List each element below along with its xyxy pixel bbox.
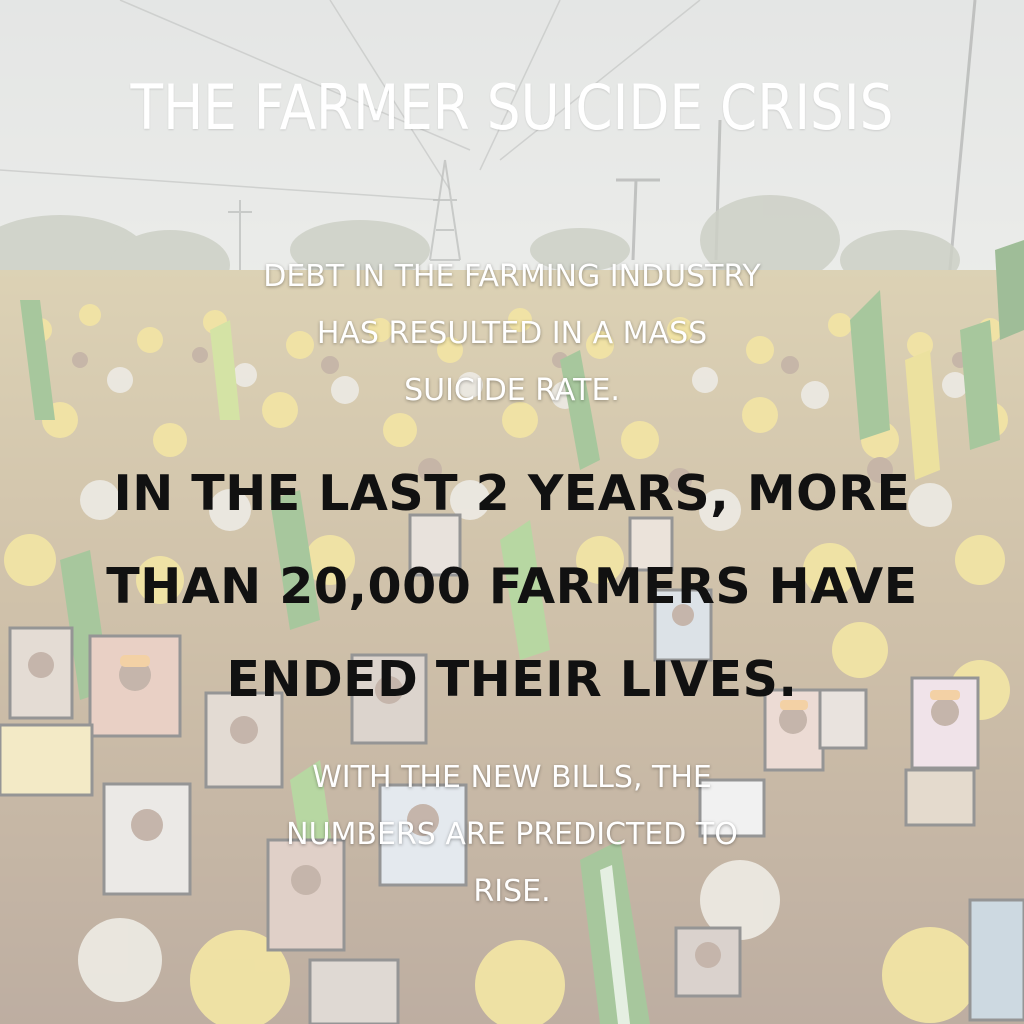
headline-line-1: IN THE LAST 2 YEARS, MORE bbox=[113, 465, 911, 522]
intro-line-2: HAS RESULTED IN A MASS bbox=[316, 316, 708, 351]
intro-line-1: DEBT IN THE FARMING INDUSTRY bbox=[263, 259, 761, 294]
headline-line-2: THAN 20,000 FARMERS HAVE bbox=[106, 558, 918, 615]
headline-statistic: IN THE LAST 2 YEARS, MORE THAN 20,000 FA… bbox=[0, 447, 1024, 726]
intro-line-3: SUICIDE RATE. bbox=[404, 373, 620, 408]
headline-line-3: ENDED THEIR LIVES. bbox=[226, 651, 798, 708]
outro-text: WITH THE NEW BILLS, THE NUMBERS ARE PRED… bbox=[77, 749, 947, 920]
outro-line-1: WITH THE NEW BILLS, THE bbox=[312, 760, 712, 795]
outro-line-3: RISE. bbox=[473, 874, 551, 909]
page-title: THE FARMER SUICIDE CRISIS bbox=[130, 71, 894, 144]
outro-line-2: NUMBERS ARE PREDICTED TO bbox=[286, 817, 738, 852]
intro-text: DEBT IN THE FARMING INDUSTRY HAS RESULTE… bbox=[77, 248, 947, 419]
